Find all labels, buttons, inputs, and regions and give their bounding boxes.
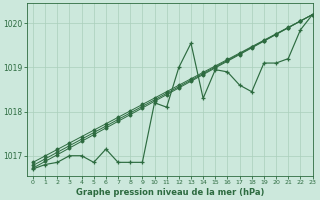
X-axis label: Graphe pression niveau de la mer (hPa): Graphe pression niveau de la mer (hPa) (76, 188, 264, 197)
